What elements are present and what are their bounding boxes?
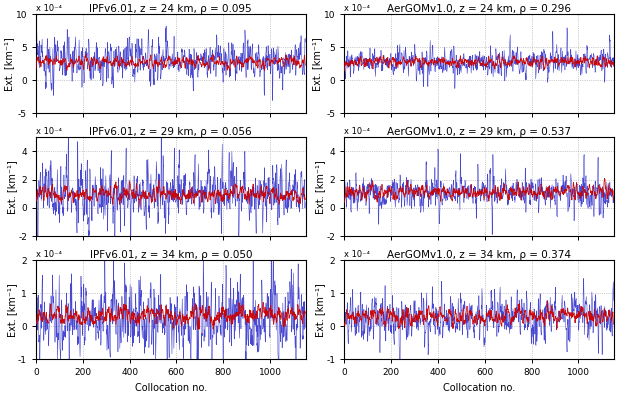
Y-axis label: Ext. [km⁻¹]: Ext. [km⁻¹] [315, 160, 325, 214]
Y-axis label: Ext. [km⁻¹]: Ext. [km⁻¹] [7, 160, 17, 214]
Title: IPFv6.01, z = 24 km, ρ = 0.095: IPFv6.01, z = 24 km, ρ = 0.095 [90, 4, 252, 14]
Y-axis label: Ext. [km⁻¹]: Ext. [km⁻¹] [4, 37, 14, 91]
Title: AerGOMv1.0, z = 34 km, ρ = 0.374: AerGOMv1.0, z = 34 km, ρ = 0.374 [387, 250, 571, 260]
Text: x 10⁻⁴: x 10⁻⁴ [36, 127, 62, 136]
X-axis label: Collocation no.: Collocation no. [443, 383, 515, 393]
Text: x 10⁻⁴: x 10⁻⁴ [344, 4, 370, 13]
Text: x 10⁻⁴: x 10⁻⁴ [344, 127, 370, 136]
Title: AerGOMv1.0, z = 29 km, ρ = 0.537: AerGOMv1.0, z = 29 km, ρ = 0.537 [387, 127, 571, 137]
Title: IPFv6.01, z = 29 km, ρ = 0.056: IPFv6.01, z = 29 km, ρ = 0.056 [90, 127, 252, 137]
Text: x 10⁻⁴: x 10⁻⁴ [344, 250, 370, 259]
Text: x 10⁻⁴: x 10⁻⁴ [36, 4, 62, 13]
Title: IPFv6.01, z = 34 km, ρ = 0.050: IPFv6.01, z = 34 km, ρ = 0.050 [90, 250, 252, 260]
Title: AerGOMv1.0, z = 24 km, ρ = 0.296: AerGOMv1.0, z = 24 km, ρ = 0.296 [387, 4, 571, 14]
Text: x 10⁻⁴: x 10⁻⁴ [36, 250, 62, 259]
Y-axis label: Ext. [km⁻¹]: Ext. [km⁻¹] [313, 37, 323, 91]
Y-axis label: Ext. [km⁻¹]: Ext. [km⁻¹] [7, 283, 17, 337]
X-axis label: Collocation no.: Collocation no. [135, 383, 207, 393]
Y-axis label: Ext. [km⁻¹]: Ext. [km⁻¹] [315, 283, 325, 337]
